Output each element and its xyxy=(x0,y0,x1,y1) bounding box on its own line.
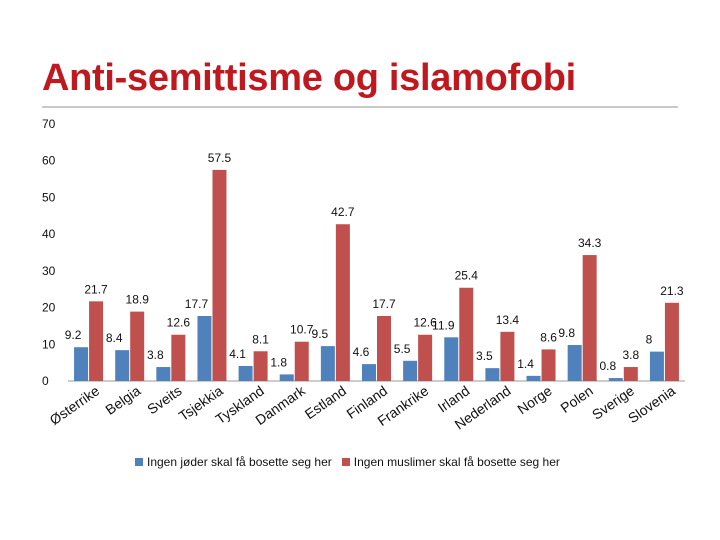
category-label-belgia: Belgia xyxy=(102,382,143,418)
bar-jews-norge xyxy=(526,375,541,381)
bar-jews-frankrike xyxy=(403,360,418,381)
data-label-muslims-belgia: 18.9 xyxy=(126,293,150,307)
bar-jews-belgia xyxy=(115,350,130,381)
bar-jews-finland xyxy=(362,364,376,381)
chart-axes: 0 10 20 30 40 50 60 70 xyxy=(42,117,685,388)
data-label-jews-sveits: 3.8 xyxy=(147,348,164,362)
bar-jews-danmark xyxy=(279,374,294,381)
bar-jews-polen xyxy=(567,345,582,381)
bar-muslims-tyskland xyxy=(253,351,268,381)
data-label-muslims-osterrike: 21.7 xyxy=(84,282,108,296)
legend-label-muslims: Ingen muslimer skal få bosette seg her xyxy=(353,455,560,469)
bar-jews-osterrike xyxy=(74,347,89,381)
category-label-estland: Estland xyxy=(302,382,349,422)
title-underline xyxy=(42,106,678,108)
bar-jews-irland xyxy=(444,337,459,381)
category-label-slovenia: Slovenia xyxy=(625,382,678,426)
bar-series xyxy=(74,169,679,381)
data-label-muslims-tyskland: 8.1 xyxy=(252,332,269,346)
bar-muslims-danmark xyxy=(294,341,309,381)
legend-item-jews: Ingen jøder skal få bosette seg her xyxy=(135,455,332,469)
y-tick-label: 60 xyxy=(42,154,56,168)
data-label-jews-belgia: 8.4 xyxy=(106,331,123,345)
data-label-jews-danmark: 1.8 xyxy=(270,355,287,369)
y-tick-label: 40 xyxy=(42,227,56,241)
data-label-muslims-finland: 17.7 xyxy=(372,297,396,311)
legend-label-jews: Ingen jøder skal få bosette seg her xyxy=(147,455,332,469)
bar-muslims-irland xyxy=(459,287,474,381)
data-label-jews-tsjekkia: 17.7 xyxy=(185,297,209,311)
data-label-jews-sverige: 0.8 xyxy=(599,359,616,373)
chart-title: Anti-semittisme og islamofobi xyxy=(42,57,576,99)
category-label-norge: Norge xyxy=(514,382,555,417)
data-label-jews-osterrike: 9.2 xyxy=(65,328,82,342)
bar-muslims-norge xyxy=(541,349,556,381)
data-label-jews-frankrike: 5.5 xyxy=(394,342,411,356)
legend-swatch-jews xyxy=(135,458,143,466)
bar-muslims-frankrike xyxy=(418,334,433,381)
y-tick-label: 0 xyxy=(42,374,49,388)
y-tick-label: 30 xyxy=(42,264,56,278)
y-tick-label: 70 xyxy=(42,117,56,131)
bar-jews-slovenia xyxy=(649,351,664,381)
data-label-muslims-nederland: 13.4 xyxy=(496,313,520,327)
data-label-jews-estland: 9.5 xyxy=(312,327,329,341)
data-label-jews-finland: 4.6 xyxy=(353,345,370,359)
data-label-jews-polen: 9.8 xyxy=(558,326,575,340)
data-label-muslims-slovenia: 21.3 xyxy=(660,284,684,298)
data-label-muslims-sverige: 3.8 xyxy=(622,348,639,362)
data-label-muslims-sveits: 12.6 xyxy=(167,316,191,330)
y-tick-label: 10 xyxy=(42,337,56,351)
category-labels: Østerrike Belgia SveitsTsjekkiaTysklandDan… xyxy=(47,382,679,433)
bar-jews-sveits xyxy=(156,367,171,381)
data-label-muslims-norge: 8.6 xyxy=(540,330,557,344)
bar-muslims-osterrike xyxy=(89,301,104,381)
bar-jews-estland xyxy=(320,346,335,381)
data-label-jews-slovenia: 8 xyxy=(646,333,653,347)
bar-muslims-polen xyxy=(582,255,597,381)
bar-jews-sverige xyxy=(608,378,623,381)
data-label-muslims-estland: 42.7 xyxy=(331,205,355,219)
y-tick-label: 20 xyxy=(42,301,56,315)
y-tick-label: 50 xyxy=(42,190,56,204)
data-label-jews-irland: 11.9 xyxy=(432,318,455,332)
bar-jews-tsjekkia xyxy=(197,316,212,381)
bar-muslims-belgia xyxy=(130,311,145,381)
chart-legend: Ingen jøder skal få bosette seg her Inge… xyxy=(135,455,570,469)
data-label-muslims-tsjekkia: 57.5 xyxy=(208,151,232,165)
data-label-muslims-polen: 34.3 xyxy=(578,236,602,250)
bar-muslims-sverige xyxy=(623,367,638,381)
bar-jews-nederland xyxy=(485,368,500,381)
bar-jews-tyskland xyxy=(238,365,253,381)
data-label-muslims-frankrike: 12.6 xyxy=(413,316,437,330)
bar-muslims-tsjekkia xyxy=(212,169,227,381)
data-label-jews-norge: 1.4 xyxy=(517,357,534,371)
bar-muslims-finland xyxy=(377,316,391,381)
bar-muslims-slovenia xyxy=(664,302,679,381)
category-label-osterrike: Østerrike xyxy=(47,382,103,428)
data-labels: 9.2 21.7 8.4 18.9 3.8 12.6 17.7 57.5 4.1 8.11.8 10… xyxy=(65,151,684,373)
legend-swatch-muslims xyxy=(341,458,350,466)
bar-muslims-sveits xyxy=(171,334,186,381)
data-label-muslims-danmark: 10.7 xyxy=(290,323,314,337)
bar-muslims-estland xyxy=(335,224,350,381)
data-label-jews-nederland: 3.5 xyxy=(476,349,493,363)
bar-muslims-nederland xyxy=(500,331,515,381)
data-label-jews-tyskland: 4.1 xyxy=(229,347,246,361)
data-label-muslims-irland: 25.4 xyxy=(455,269,479,283)
legend-item-muslims: Ingen muslimer skal få bosette seg her xyxy=(341,455,560,469)
